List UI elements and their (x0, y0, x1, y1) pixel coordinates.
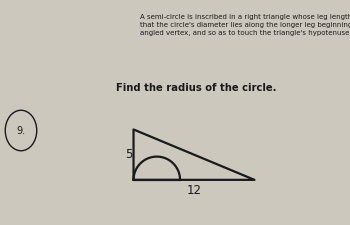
Text: Find the radius of the circle.: Find the radius of the circle. (116, 83, 276, 93)
Text: 12: 12 (187, 184, 202, 198)
Text: A semi-circle is inscribed in a right triangle whose leg lengths are 5 and 12, s: A semi-circle is inscribed in a right tr… (140, 14, 350, 36)
Text: 9.: 9. (16, 126, 26, 135)
Text: 5: 5 (125, 148, 133, 161)
